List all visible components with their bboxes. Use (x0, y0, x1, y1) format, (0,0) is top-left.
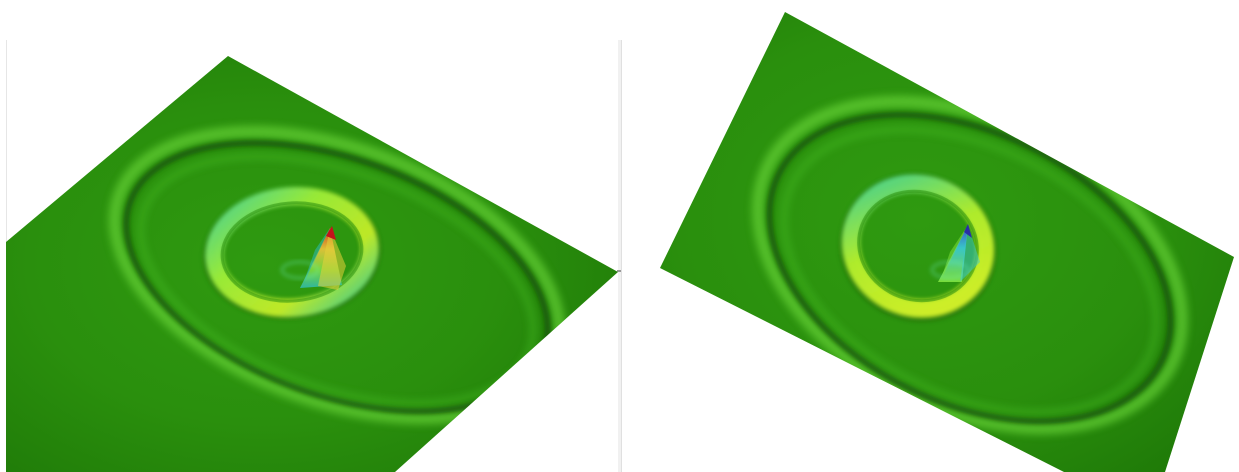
left-outer-ripple-inner (137, 153, 537, 407)
left-inner-ring (205, 186, 379, 318)
left-peak (300, 226, 346, 290)
left-window-edge-marker (617, 270, 621, 272)
left-inner-ring-edge (220, 201, 364, 303)
right-outer-ripple-shadow (766, 111, 1174, 425)
right-peak-ripple (930, 260, 970, 280)
left-window-scroll-edge[interactable] (618, 40, 621, 472)
right-outer-ripple-inner (780, 126, 1160, 416)
left-peak-ripple (280, 260, 320, 280)
right-render (660, 12, 1234, 472)
right-inner-ring (841, 174, 995, 318)
left-render (6, 56, 618, 472)
right-peak (938, 224, 980, 282)
